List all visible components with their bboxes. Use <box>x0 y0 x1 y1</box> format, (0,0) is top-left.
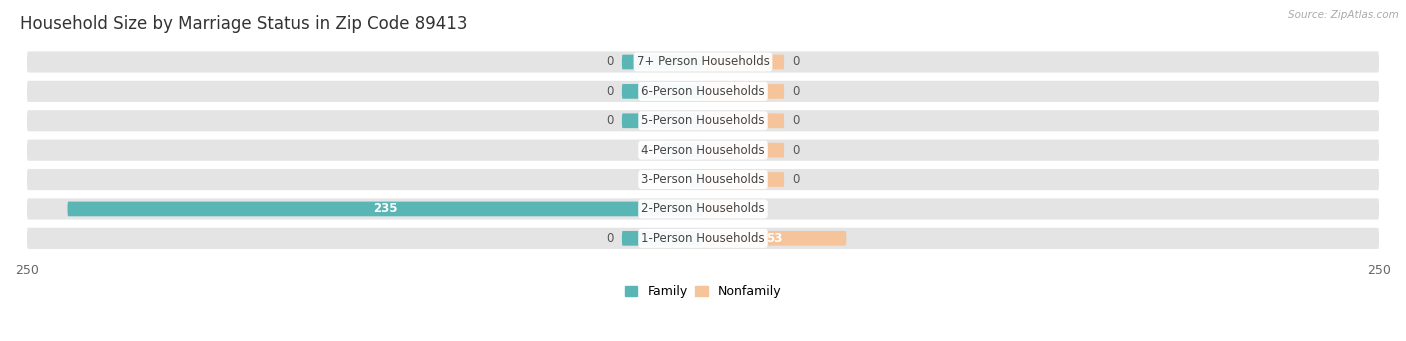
Text: 0: 0 <box>606 114 614 127</box>
Text: 0: 0 <box>792 56 800 69</box>
Text: 2-Person Households: 2-Person Households <box>641 203 765 216</box>
Text: 3-Person Households: 3-Person Households <box>641 173 765 186</box>
FancyBboxPatch shape <box>621 231 703 246</box>
Text: 15: 15 <box>640 144 654 157</box>
FancyBboxPatch shape <box>703 55 785 69</box>
FancyBboxPatch shape <box>703 84 785 99</box>
Text: 0: 0 <box>792 144 800 157</box>
Text: 0: 0 <box>792 173 800 186</box>
Text: 7+ Person Households: 7+ Person Households <box>637 56 769 69</box>
Legend: Family, Nonfamily: Family, Nonfamily <box>624 285 782 298</box>
FancyBboxPatch shape <box>689 172 703 187</box>
Text: 0: 0 <box>606 56 614 69</box>
FancyBboxPatch shape <box>27 110 1379 131</box>
Text: Household Size by Marriage Status in Zip Code 89413: Household Size by Marriage Status in Zip… <box>20 15 468 33</box>
FancyBboxPatch shape <box>621 84 703 99</box>
Text: 0: 0 <box>606 85 614 98</box>
FancyBboxPatch shape <box>703 172 785 187</box>
FancyBboxPatch shape <box>27 228 1379 249</box>
Text: 5-Person Households: 5-Person Households <box>641 114 765 127</box>
FancyBboxPatch shape <box>27 198 1379 220</box>
Text: 235: 235 <box>373 203 398 216</box>
Text: 12: 12 <box>744 203 759 216</box>
Text: 5: 5 <box>673 173 682 186</box>
FancyBboxPatch shape <box>27 51 1379 73</box>
Text: 4-Person Households: 4-Person Households <box>641 144 765 157</box>
FancyBboxPatch shape <box>27 139 1379 161</box>
FancyBboxPatch shape <box>703 114 785 128</box>
Text: 0: 0 <box>792 114 800 127</box>
FancyBboxPatch shape <box>703 231 846 246</box>
Text: 0: 0 <box>606 232 614 245</box>
FancyBboxPatch shape <box>27 169 1379 190</box>
Text: 1-Person Households: 1-Person Households <box>641 232 765 245</box>
Text: 6-Person Households: 6-Person Households <box>641 85 765 98</box>
FancyBboxPatch shape <box>67 202 703 216</box>
FancyBboxPatch shape <box>662 143 703 158</box>
FancyBboxPatch shape <box>703 202 735 216</box>
Text: 0: 0 <box>792 85 800 98</box>
FancyBboxPatch shape <box>621 114 703 128</box>
Text: Source: ZipAtlas.com: Source: ZipAtlas.com <box>1288 10 1399 20</box>
FancyBboxPatch shape <box>27 81 1379 102</box>
FancyBboxPatch shape <box>703 143 785 158</box>
FancyBboxPatch shape <box>621 55 703 69</box>
Text: 53: 53 <box>766 232 783 245</box>
